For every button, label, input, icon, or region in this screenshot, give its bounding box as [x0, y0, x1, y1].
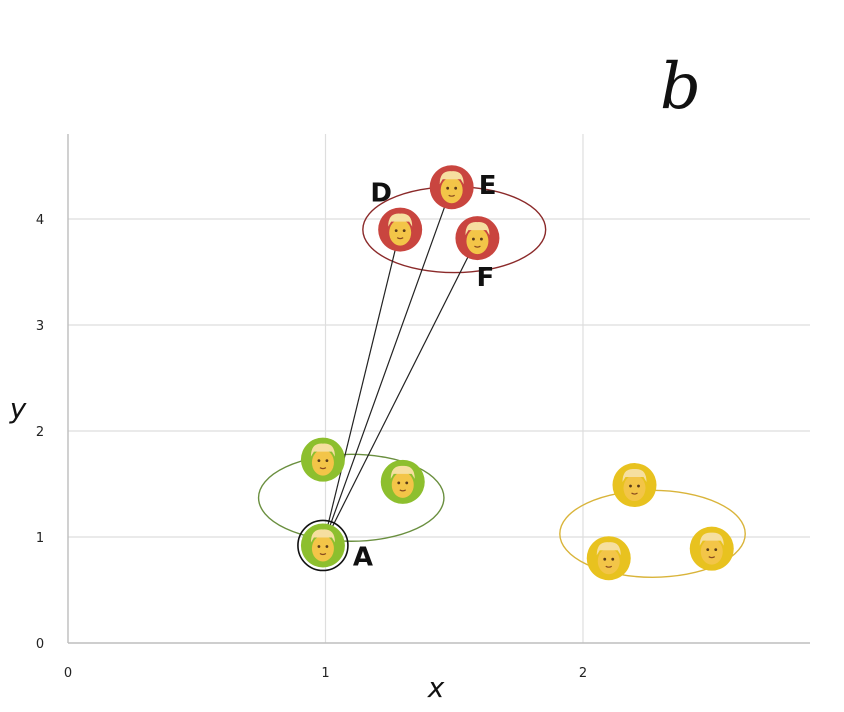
green-cluster-ellipse: [257, 453, 445, 542]
face: [311, 449, 334, 476]
face: [466, 228, 489, 255]
eye-right: [637, 484, 640, 488]
hair: [596, 542, 621, 556]
hair: [390, 465, 415, 479]
data-points: [297, 165, 734, 581]
point-label-F: F: [477, 263, 495, 293]
eye-left: [446, 186, 450, 190]
x-tick-label-0: 0: [64, 666, 72, 681]
y-tick-label-3: 3: [36, 319, 44, 334]
eye-right: [325, 459, 329, 463]
eye-right: [402, 229, 406, 233]
eye-right: [480, 237, 483, 241]
mouth: [399, 489, 407, 492]
y-axis-title: y: [9, 392, 27, 425]
link-A-E: [322, 186, 453, 546]
hair: [310, 529, 335, 543]
link-A-D: [322, 229, 401, 546]
grid-lines: [68, 134, 810, 643]
eye-left: [317, 545, 321, 548]
eye-left: [603, 557, 607, 561]
distance-links: [322, 186, 478, 546]
y-tick-label-1: 1: [36, 531, 44, 546]
green-point-A: [297, 519, 349, 572]
hair: [388, 213, 413, 227]
yellow-point-1: [612, 463, 657, 508]
green-point-1: [300, 437, 345, 482]
eye-right: [454, 186, 458, 190]
red-point-D: [378, 207, 423, 252]
hair: [439, 171, 464, 185]
panel-label: b: [660, 50, 701, 124]
mouth: [708, 556, 716, 559]
face: [700, 538, 723, 565]
face: [440, 177, 463, 204]
y-tick-label-2: 2: [36, 425, 44, 440]
axes: 0 1 2 3 4 0 1 2: [36, 134, 810, 681]
hair: [310, 443, 335, 457]
mouth: [319, 467, 327, 470]
y-tick-label-0: 0: [36, 637, 44, 652]
eye-left: [394, 229, 398, 233]
red-point-F: [455, 216, 500, 261]
face: [311, 535, 334, 562]
eye-left: [472, 237, 475, 241]
face: [391, 471, 414, 498]
face: [623, 475, 646, 502]
face: [597, 548, 620, 575]
point-label-A: A: [353, 542, 373, 572]
mouth: [605, 565, 613, 568]
eye-right: [714, 548, 718, 552]
point-label-D: D: [370, 179, 392, 209]
mouth: [474, 245, 481, 248]
eye-right: [325, 545, 329, 548]
x-tick-label-2: 2: [579, 666, 587, 681]
eye-left: [629, 484, 632, 488]
eye-left: [317, 459, 321, 463]
cluster-ellipses: [257, 185, 746, 578]
hair: [699, 532, 724, 546]
point-labels: A D E F: [353, 171, 497, 572]
eye-left: [706, 548, 710, 552]
y-tick-label-4: 4: [36, 213, 44, 228]
hair: [622, 468, 647, 483]
mouth: [448, 194, 456, 197]
point-label-E: E: [479, 171, 497, 201]
green-point-2: [380, 459, 425, 504]
eye-right: [405, 481, 409, 485]
highlight-ring: [297, 519, 349, 572]
x-tick-label-1: 1: [321, 666, 329, 681]
link-A-F: [322, 237, 478, 546]
red-point-E: [429, 165, 474, 210]
mouth: [319, 552, 327, 556]
eye-right: [611, 557, 615, 561]
hair: [465, 222, 490, 236]
mouth: [631, 492, 638, 495]
yellow-point-2: [586, 536, 631, 581]
face: [389, 219, 412, 246]
yellow-point-3: [689, 526, 734, 571]
eye-left: [397, 481, 401, 485]
x-axis-title: x: [427, 671, 445, 704]
mouth: [396, 237, 404, 240]
